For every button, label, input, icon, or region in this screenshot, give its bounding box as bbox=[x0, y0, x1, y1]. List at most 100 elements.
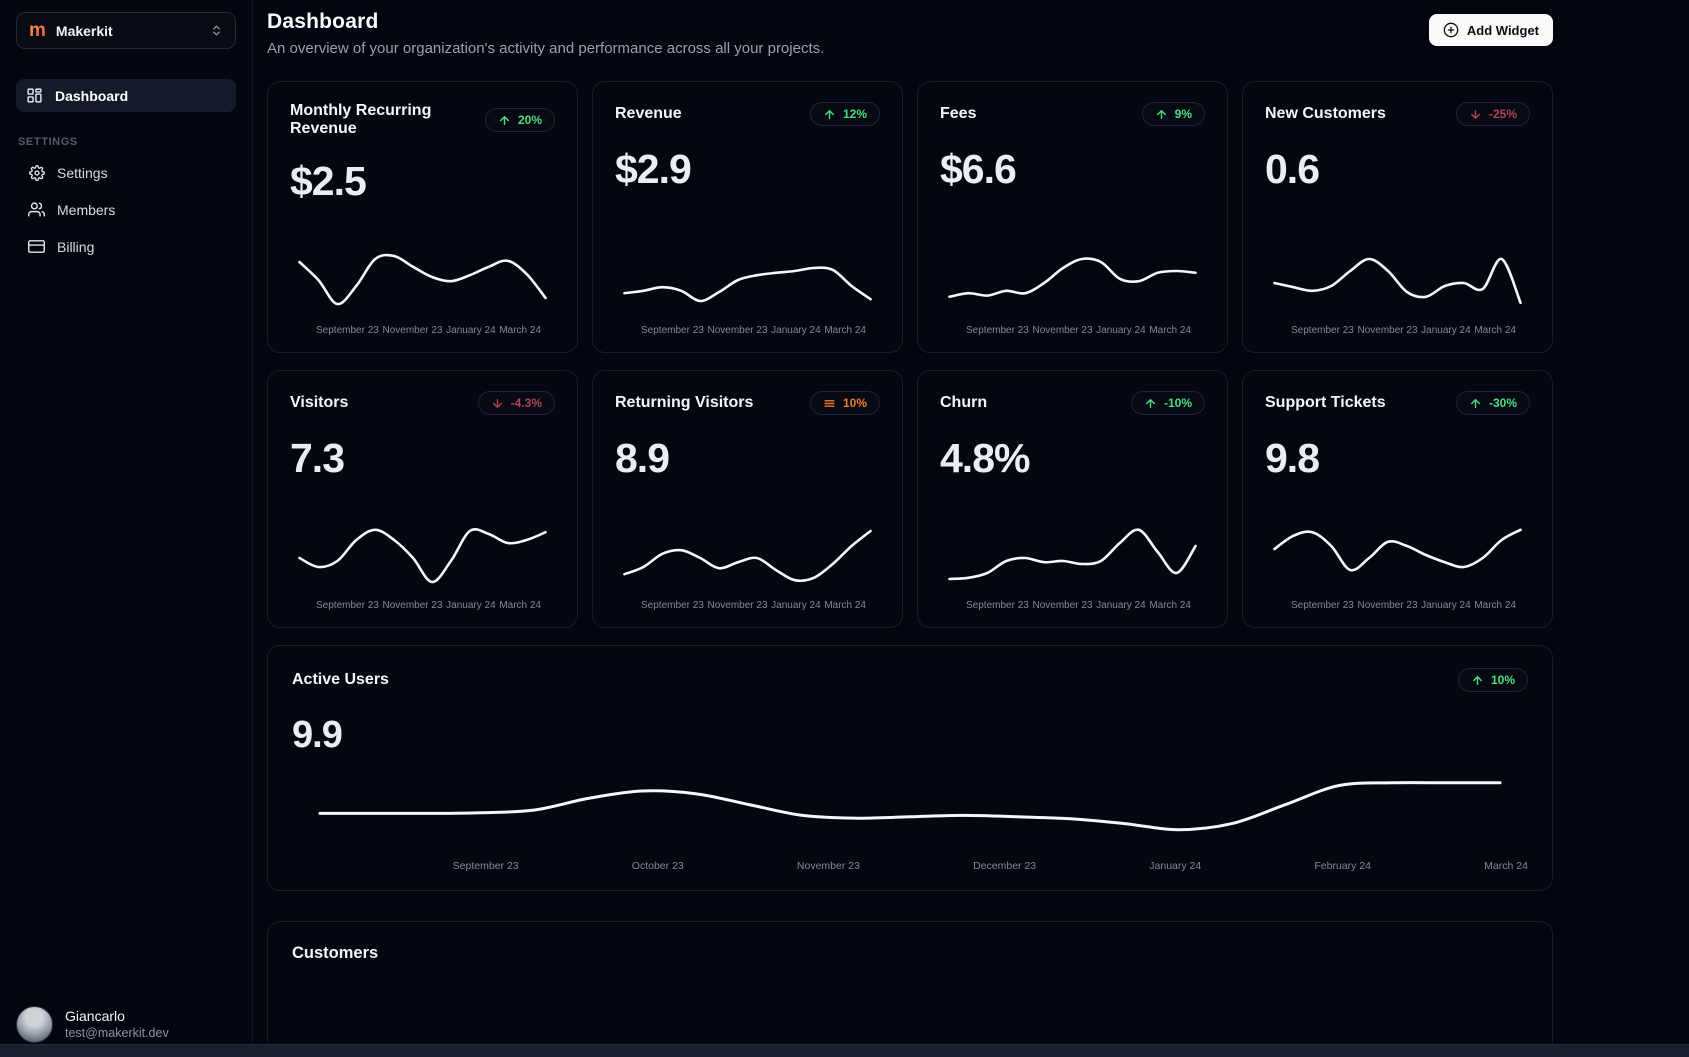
x-axis-label: November 23 bbox=[707, 325, 768, 336]
x-axis-label: September 23 bbox=[641, 600, 704, 611]
customers-card: Customers bbox=[267, 920, 1553, 1057]
stat-card: Churn -10% 4.8% September 23 November 23 Janu… bbox=[917, 370, 1228, 628]
sparkline-chart bbox=[290, 519, 555, 591]
trend-value: 10% bbox=[1490, 673, 1515, 687]
stat-card-title: Fees bbox=[940, 105, 977, 122]
arrow-up-icon bbox=[823, 108, 836, 121]
sidebar-item-dashboard[interactable]: Dashboard bbox=[16, 79, 236, 112]
x-axis-labels: September 23 November 23 January 24 March 2… bbox=[615, 591, 880, 611]
x-axis-label: March 24 bbox=[499, 600, 541, 611]
stat-card-title: Active Users bbox=[292, 671, 389, 688]
sparkline-chart bbox=[1265, 244, 1530, 316]
x-axis-label: November 23 bbox=[1032, 600, 1093, 611]
sidebar-item-label: Settings bbox=[57, 165, 108, 181]
x-axis-labels: September 23 November 23 January 24 March 2… bbox=[940, 316, 1205, 336]
stat-card: Monthly Recurring Revenue 20% $2.5 Septembe… bbox=[267, 81, 578, 353]
add-widget-button[interactable]: Add Widget bbox=[1428, 14, 1553, 46]
x-axis-label: March 24 bbox=[824, 600, 866, 611]
x-axis-label: September 23 bbox=[641, 325, 704, 336]
trend-badge: 12% bbox=[809, 102, 880, 126]
credit-card-icon bbox=[28, 238, 45, 255]
trend-value: 10% bbox=[842, 396, 867, 410]
stat-value: 7.3 bbox=[290, 435, 345, 481]
plus-circle-icon bbox=[1443, 22, 1459, 38]
sidebar-item-label: Dashboard bbox=[55, 87, 129, 104]
x-axis-label: January 24 bbox=[1149, 859, 1202, 872]
user-profile-button[interactable]: Giancarlo test@makerkit.dev bbox=[16, 1006, 236, 1043]
stat-card-title: Visitors bbox=[290, 394, 349, 411]
arrow-up-icon bbox=[1144, 397, 1157, 410]
workspace-selector[interactable]: m Makerkit bbox=[16, 12, 236, 49]
x-axis-label: January 24 bbox=[1421, 325, 1471, 336]
stat-card: Support Tickets -30% 9.8 September 23 Novemb… bbox=[1242, 370, 1553, 628]
x-axis-label: November 23 bbox=[1357, 325, 1418, 336]
x-axis-label: January 24 bbox=[1096, 325, 1146, 336]
gear-icon bbox=[28, 165, 45, 181]
stat-value: $2.5 bbox=[290, 158, 367, 204]
sparkline-chart bbox=[940, 244, 1205, 316]
x-axis-label: September 23 bbox=[966, 325, 1029, 336]
trend-badge: -25% bbox=[1455, 102, 1530, 126]
user-name: Giancarlo bbox=[65, 1007, 125, 1024]
x-axis-label: January 24 bbox=[446, 325, 496, 336]
sidebar-section-settings: SETTINGS bbox=[18, 136, 78, 148]
stat-value: 0.6 bbox=[1265, 146, 1320, 192]
x-axis-label: December 23 bbox=[973, 859, 1037, 872]
x-axis-label: September 23 bbox=[1291, 325, 1354, 336]
x-axis-label: November 23 bbox=[796, 859, 860, 872]
trend-badge: -4.3% bbox=[477, 391, 555, 415]
x-axis-labels: September 23 November 23 January 24 March 2… bbox=[940, 591, 1205, 611]
stat-card: Revenue 12% $2.9 September 23 November 23 Jan… bbox=[592, 81, 903, 353]
x-axis-label: March 24 bbox=[824, 325, 866, 336]
arrow-up-icon bbox=[1155, 108, 1168, 121]
stat-value: $2.9 bbox=[615, 146, 692, 192]
equals-icon bbox=[823, 397, 836, 410]
stat-value: 9.8 bbox=[1265, 435, 1320, 481]
sidebar-nav: Dashboard bbox=[16, 79, 236, 112]
scrollbar-horizontal[interactable] bbox=[0, 1044, 1689, 1057]
trend-badge: 10% bbox=[809, 391, 880, 415]
main-content: Dashboard An overview of your organizati… bbox=[253, 0, 1689, 1057]
chevron-up-down-icon bbox=[210, 24, 223, 37]
stat-card-title: New Customers bbox=[1265, 105, 1386, 122]
x-axis-labels: September 23 November 23 January 24 March 2… bbox=[1265, 591, 1530, 611]
trend-value: -10% bbox=[1163, 396, 1192, 410]
x-axis-label: September 23 bbox=[316, 325, 379, 336]
x-axis-label: September 23 bbox=[452, 859, 519, 872]
user-avatar bbox=[16, 1006, 53, 1043]
x-axis-label: January 24 bbox=[446, 600, 496, 611]
trend-value: -4.3% bbox=[510, 396, 542, 410]
sidebar-item-members[interactable]: Members bbox=[16, 194, 236, 225]
makerkit-logo-icon: m bbox=[29, 20, 46, 41]
x-axis-label: November 23 bbox=[382, 325, 443, 336]
sidebar-settings-nav: Settings Members Billing bbox=[16, 158, 236, 262]
sparkline-chart bbox=[940, 519, 1205, 591]
stat-value: $6.6 bbox=[940, 146, 1017, 192]
sidebar-item-settings[interactable]: Settings bbox=[16, 158, 236, 188]
stat-card: Visitors -4.3% 7.3 September 23 November 23 J… bbox=[267, 370, 578, 628]
x-axis-labels: September 23 November 23 January 24 March 2… bbox=[615, 316, 880, 336]
trend-badge: -30% bbox=[1455, 391, 1530, 415]
x-axis-label: November 23 bbox=[382, 600, 443, 611]
line-chart bbox=[292, 770, 1528, 850]
stat-card-title: Churn bbox=[940, 394, 988, 411]
x-axis-label: March 24 bbox=[1484, 859, 1528, 872]
dashboard-grid-icon bbox=[26, 87, 43, 104]
x-axis-label: September 23 bbox=[316, 600, 379, 611]
trend-value: 20% bbox=[517, 113, 542, 127]
x-axis-label: November 23 bbox=[1032, 325, 1093, 336]
users-icon bbox=[28, 201, 45, 218]
x-axis-label: March 24 bbox=[1149, 325, 1191, 336]
sidebar-item-label: Billing bbox=[57, 238, 95, 255]
arrow-up-icon bbox=[1469, 397, 1482, 410]
sparkline-chart bbox=[615, 519, 880, 591]
stat-card: Returning Visitors 10% 8.9 September 23 Nove… bbox=[592, 370, 903, 628]
stat-value: 4.8% bbox=[940, 435, 1030, 481]
trend-value: -25% bbox=[1488, 107, 1517, 121]
x-axis-label: January 24 bbox=[1096, 600, 1146, 611]
sidebar-item-billing[interactable]: Billing bbox=[16, 231, 236, 262]
stat-card-title: Returning Visitors bbox=[615, 394, 754, 411]
x-axis-labels: September 23 October 23 November 23 Decembe… bbox=[292, 850, 1528, 872]
stat-cards-row-1: Monthly Recurring Revenue 20% $2.5 Septembe… bbox=[267, 81, 1553, 353]
